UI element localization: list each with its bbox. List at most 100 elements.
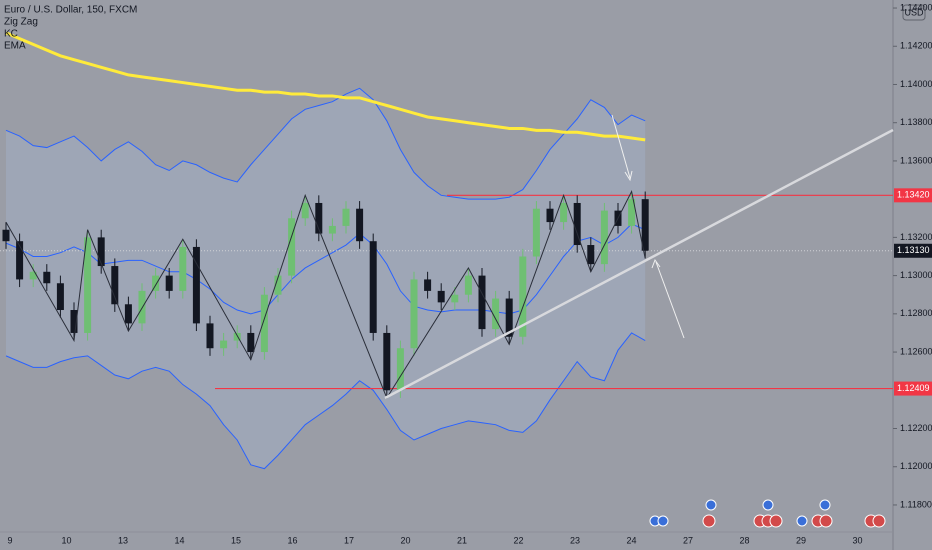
candle-body <box>97 237 105 267</box>
indicator-label[interactable]: Zig Zag <box>4 17 38 28</box>
candle-body <box>600 210 608 265</box>
kc-fill <box>6 88 646 469</box>
candle-body <box>2 229 10 242</box>
indicator-label[interactable]: KC <box>4 29 18 40</box>
x-tick-label: 17 <box>344 535 354 545</box>
x-tick-label: 30 <box>852 535 862 545</box>
candle-body <box>288 218 296 276</box>
candle-body <box>111 266 119 305</box>
kc-lower <box>5 332 646 470</box>
y-tick-label: 1.12600 <box>900 346 932 356</box>
candle-body <box>396 348 404 391</box>
candle-body <box>410 279 418 349</box>
currency-button[interactable] <box>902 4 926 21</box>
candle-body <box>84 237 92 333</box>
indicator-label[interactable]: EMA <box>4 41 26 52</box>
y-tick-label: 1.14200 <box>900 41 932 51</box>
candle-body <box>437 290 445 303</box>
candle-body <box>464 275 472 295</box>
candle-body <box>70 310 78 333</box>
candle-body <box>233 332 241 341</box>
chart-title: Euro / U.S. Dollar, 150, FXCM <box>4 5 137 16</box>
y-tick-label: 1.12800 <box>900 308 932 318</box>
y-tick-label: 1.14400 <box>900 2 932 12</box>
candle-body <box>165 275 173 291</box>
y-tick-label: 1.13800 <box>900 117 932 127</box>
candle-body <box>560 202 568 223</box>
candle-body <box>192 246 200 324</box>
event-icons <box>649 499 886 528</box>
x-tick-label: 16 <box>287 535 297 545</box>
y-tick-label: 1.13200 <box>900 232 932 242</box>
x-tick-label: 13 <box>118 535 128 545</box>
y-tick-label: 1.13600 <box>900 155 932 165</box>
kc-upper <box>5 87 646 200</box>
level-label: 1.12409 <box>897 383 930 393</box>
currency-label[interactable]: USD <box>904 7 924 17</box>
candle-body <box>451 294 459 303</box>
last-price-label: 1.13130 <box>897 245 930 255</box>
candle-body <box>342 208 350 226</box>
x-tick-label: 24 <box>626 535 636 545</box>
candle-body <box>260 294 268 353</box>
arrow-head <box>651 258 661 269</box>
level-label: 1.13420 <box>897 190 930 200</box>
y-tick-label: 1.11800 <box>900 499 932 509</box>
candle-body <box>628 199 636 226</box>
candle-body <box>383 332 391 391</box>
candle-body <box>206 323 214 349</box>
candle-body <box>546 208 554 223</box>
candle-body <box>519 256 527 337</box>
y-tick-label: 1.13000 <box>900 270 932 280</box>
plot <box>0 31 893 470</box>
arrow <box>655 261 685 339</box>
y-tick-label: 1.14000 <box>900 79 932 89</box>
candle-body <box>16 241 24 280</box>
candle-body <box>532 208 540 257</box>
x-tick-label: 20 <box>400 535 410 545</box>
candle-body <box>152 275 160 291</box>
candle-body <box>641 199 649 251</box>
x-tick-label: 22 <box>513 535 523 545</box>
kc-middle <box>5 223 646 315</box>
level-tag <box>894 381 932 396</box>
zigzag-line <box>5 190 646 400</box>
candle-body <box>315 202 323 234</box>
candle-body <box>424 279 432 291</box>
x-tick-label: 28 <box>739 535 749 545</box>
candle-body <box>356 208 364 242</box>
x-tick-label: 21 <box>457 535 467 545</box>
candle-body <box>124 304 132 324</box>
ema-line <box>5 31 646 142</box>
candle-body <box>573 202 581 246</box>
candle-body <box>56 283 64 311</box>
level-tag <box>894 188 932 203</box>
candle-body <box>220 340 228 349</box>
x-tick-label: 10 <box>61 535 71 545</box>
x-tick-label: 15 <box>231 535 241 545</box>
candle-body <box>478 275 486 330</box>
x-tick-label: 27 <box>683 535 693 545</box>
candle-body <box>369 241 377 333</box>
candle-body <box>274 275 282 295</box>
candle-body <box>43 271 51 284</box>
arrow-head <box>624 170 633 182</box>
candle-body <box>301 202 309 219</box>
y-tick-label: 1.12000 <box>900 461 932 471</box>
candle-body <box>247 332 255 353</box>
candle-body <box>29 271 37 280</box>
candle-body <box>328 225 336 234</box>
x-tick-label: 29 <box>796 535 806 545</box>
y-tick-label: 1.12200 <box>900 423 932 433</box>
candle-body <box>587 245 595 265</box>
x-tick-label: 14 <box>174 535 184 545</box>
arrow <box>611 114 631 179</box>
candle-body <box>492 298 500 330</box>
trend-line <box>384 128 894 400</box>
x-tick-label: 23 <box>570 535 580 545</box>
x-tick-label: 9 <box>7 535 12 545</box>
candle-body <box>505 298 513 337</box>
candle-body <box>179 246 187 291</box>
last-price-tag <box>894 243 932 258</box>
